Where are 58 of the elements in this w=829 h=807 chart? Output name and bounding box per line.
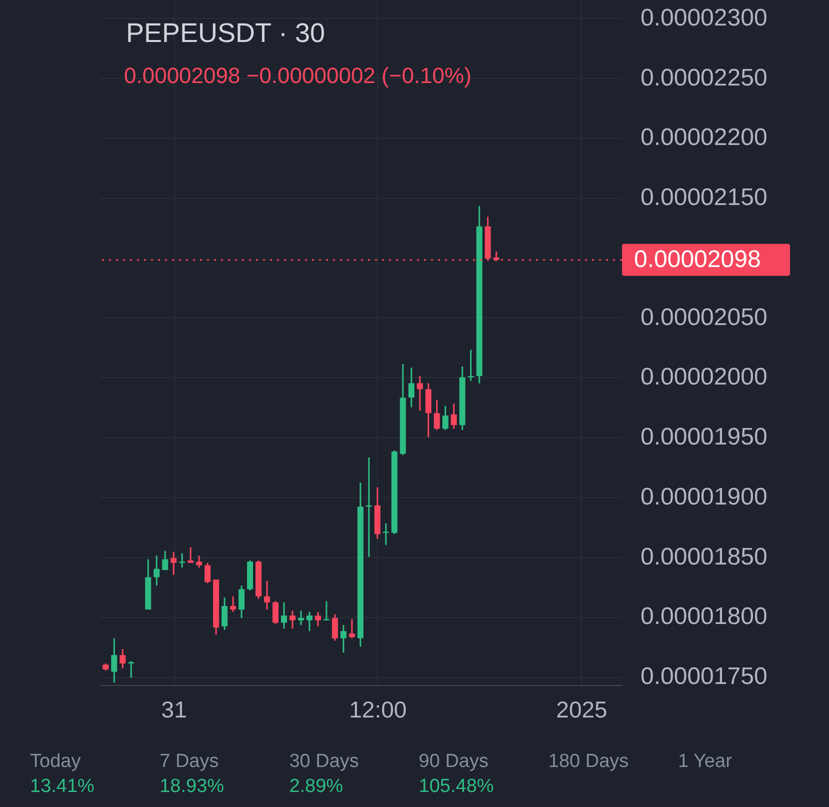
candlestick: [170, 551, 177, 576]
text: 105.48%: [418, 776, 494, 797]
y-tick-label: 0.00001750: [640, 663, 768, 690]
y-tick-label: 0.00002250: [640, 64, 768, 92]
text: 0.00002098 −0.00000002 (−0.10%): [124, 63, 472, 88]
y-tick-label: 0.00002050: [640, 304, 768, 331]
candlestick: [298, 610, 304, 626]
ref-line-label: 0.00002098: [634, 246, 761, 273]
candlestick: [434, 399, 440, 431]
candlestick: [230, 596, 236, 613]
text: Today: [30, 751, 82, 772]
candlestick: [450, 402, 457, 430]
candlestick: [306, 611, 312, 632]
x-tick-label: 12:00: [349, 696, 407, 722]
text: 90 Days: [418, 751, 489, 772]
candlestick: [416, 375, 423, 412]
candlestick: [442, 405, 448, 431]
text: 1 Year: [678, 751, 733, 772]
candlestick: [340, 624, 346, 654]
candlestick: [179, 552, 186, 568]
candlestick: [289, 610, 296, 630]
candlestick: [188, 546, 194, 564]
candlestick: [425, 382, 432, 438]
text: 18.93%: [160, 776, 224, 797]
y-tick-label: 0.00002200: [640, 124, 768, 152]
candlestick: [120, 648, 126, 669]
candlestick: [264, 580, 270, 610]
y-tick-label: 0.00001800: [640, 603, 768, 630]
candlestick: [128, 660, 134, 679]
candlestick: [162, 550, 168, 571]
candlestick: [154, 554, 160, 586]
text: 180 Days: [548, 751, 629, 772]
y-tick-label: 0.00001850: [640, 543, 768, 570]
text: 13.41%: [30, 776, 95, 797]
x-tick-label: 2025: [556, 696, 608, 722]
y-tick-label: 0.00001900: [640, 483, 768, 510]
candlestick: [222, 596, 228, 631]
candlestick: [314, 611, 321, 628]
candlestick: [204, 562, 211, 584]
text: PEPEUSDT · 30: [126, 18, 326, 48]
text: 7 Days: [160, 751, 219, 772]
y-tick-label: 0.00001950: [640, 424, 768, 451]
text: 30 Days: [289, 751, 359, 772]
candlestick: [348, 618, 355, 640]
y-tick-label: 0.00002150: [640, 184, 768, 212]
candlestick: [111, 638, 118, 684]
candlestick: [323, 600, 330, 622]
x-tick-label: 31: [161, 696, 187, 722]
candlestick: [382, 522, 389, 546]
y-tick-label: 0.00002000: [640, 364, 768, 391]
text: 2.89%: [289, 776, 344, 797]
candlestick: [408, 366, 414, 408]
candlestick: [281, 602, 287, 630]
candlestick: [196, 554, 202, 568]
candlestick: [238, 584, 245, 619]
candlestick: [272, 600, 279, 625]
candlestick: [332, 614, 338, 642]
y-tick-label: 0.00002300: [640, 4, 768, 32]
